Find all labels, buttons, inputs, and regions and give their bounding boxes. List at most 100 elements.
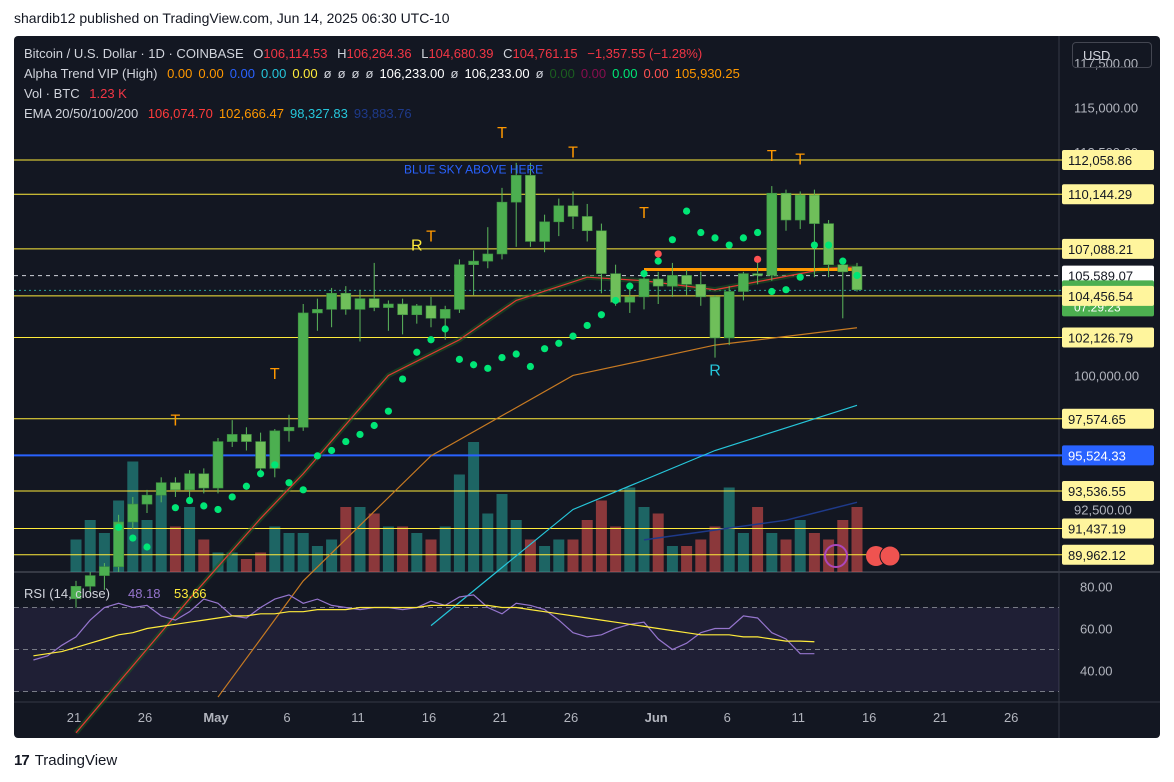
volume-bar-50	[780, 539, 792, 572]
alpha-trend-value-4: 0.00	[292, 66, 318, 81]
volume-bar-29	[482, 513, 494, 572]
volume-bar-12	[240, 559, 252, 572]
trend-dot-19	[399, 375, 407, 383]
trend-dot-20	[413, 348, 421, 356]
alpha-trend-value-17: 105,930.25	[674, 66, 740, 81]
level-label-3: 105,589.07	[1068, 269, 1133, 284]
level-label-bg-6	[1062, 327, 1154, 348]
trend-dot-3	[171, 504, 179, 512]
trend-dot-23	[455, 355, 463, 363]
trend-dot-15	[342, 437, 350, 446]
annotation-label-9: T	[795, 152, 805, 169]
ema100-line	[430, 404, 858, 627]
volume-bar-45	[709, 526, 721, 572]
chart-panel[interactable]: T T R T T T T R T T BLUE SKY ABOVE HERE RSI (14, cl…	[14, 36, 1160, 738]
candle-body-54	[837, 264, 849, 273]
low-value: 104,680.39	[428, 46, 494, 61]
candle-body-48	[752, 273, 763, 276]
level-label-5: 104,456.54	[1068, 289, 1133, 304]
trend-dot-12	[299, 486, 307, 494]
candle-body-19	[340, 292, 352, 310]
candle-body-3	[113, 521, 124, 567]
volume-bar-51	[794, 520, 806, 572]
trend-dot-0	[115, 523, 123, 531]
volume-bar-31	[510, 520, 522, 572]
volume-bar-10	[212, 552, 224, 572]
annotation-label-5: T	[568, 144, 578, 161]
volume-bar-54	[837, 520, 849, 572]
candle-body-18	[326, 292, 337, 310]
trend-dot-9	[257, 470, 265, 478]
level-label-2: 107,088.21	[1068, 242, 1133, 257]
trend-dot-8	[242, 482, 250, 490]
alpha-trend-value-5: ø	[323, 66, 332, 81]
trend-dot-16	[356, 430, 364, 439]
candle-body-12	[241, 434, 252, 442]
time-tick-11: 16	[862, 710, 876, 725]
level-label-7: 97,574.65	[1068, 412, 1126, 427]
volume-bar-1	[84, 520, 96, 572]
rsi-tick-2: 40.00	[1080, 664, 1113, 679]
symbol-name[interactable]: Bitcoin / U.S. Dollar · 1D · COINBASE	[24, 46, 244, 61]
ema50-line	[217, 327, 858, 698]
volume-bar-35	[567, 539, 579, 572]
trend-dot-13	[313, 452, 321, 460]
alpha-trend-name[interactable]: Alpha Trend VIP (High)	[24, 66, 158, 81]
trend-dot-4	[186, 496, 194, 505]
alpha-trend-value-9: 106,233.00	[379, 66, 445, 81]
currency-button[interactable]: USD	[1072, 42, 1152, 68]
ema-value-0: 106,074.70	[147, 106, 213, 121]
candle-body-50	[780, 192, 792, 221]
candle-body-22	[383, 303, 394, 308]
candle-body-1	[84, 575, 96, 587]
ema-value-2: 98,327.83	[289, 106, 348, 121]
trend-dot-6	[214, 505, 222, 514]
candle-body-41	[652, 278, 664, 287]
volume-bar-32	[524, 539, 536, 572]
open-value: 106,114.53	[263, 46, 328, 61]
trend-dot-22	[441, 325, 449, 333]
legend-volume: Vol · BTC 1.23 K	[24, 84, 746, 104]
trend-dot-21	[427, 336, 435, 344]
trend-dot-42	[725, 241, 733, 249]
ema-name[interactable]: EMA 20/50/100/200	[24, 106, 139, 121]
candle-body-47	[738, 273, 749, 292]
time-tick-7: 26	[564, 710, 578, 725]
trend-dot-26	[498, 354, 506, 362]
trend-dot-27	[512, 350, 520, 358]
volume-bar-41	[652, 513, 664, 572]
alpha-trend-value-14: 0.00	[580, 66, 607, 81]
level-label-bg-8	[1062, 445, 1154, 466]
signal-dot-0	[654, 250, 662, 258]
candle-body-39	[624, 296, 636, 303]
candle-body-7	[170, 482, 181, 491]
level-label-8: 95,524.33	[1068, 448, 1126, 463]
alpha-trend-value-6: ø	[337, 66, 346, 81]
rsi-value: 48.18	[128, 586, 161, 601]
candle-body-52	[809, 194, 820, 224]
volume-bar-2	[98, 533, 110, 572]
candle-body-5	[141, 494, 153, 505]
trend-dot-40	[697, 228, 705, 237]
candle-body-35	[567, 205, 579, 217]
trend-dot-1	[129, 534, 137, 542]
footer-brand: 17 TradingView	[14, 752, 117, 769]
ema200-line	[643, 501, 858, 541]
alpha-trend-value-11: 106,233.00	[464, 66, 530, 81]
trend-dot-35	[626, 282, 634, 290]
candle-body-34	[553, 205, 565, 223]
close-value: 104,761.15	[512, 46, 578, 61]
volume-bar-53	[823, 539, 835, 572]
alpha-trend-value-2: 0.00	[229, 66, 256, 81]
candle-body-16	[297, 312, 309, 428]
annotation-label-4: T	[497, 125, 507, 142]
candle-body-21	[368, 298, 380, 308]
volume-bar-39	[624, 487, 636, 572]
volume-name[interactable]: Vol · BTC	[24, 86, 80, 101]
volume-bar-16	[297, 533, 309, 572]
time-tick-6: 21	[493, 710, 507, 725]
volume-bar-26	[439, 526, 451, 572]
time-tick-3: 6	[283, 710, 290, 725]
candle-body-43	[681, 275, 692, 285]
